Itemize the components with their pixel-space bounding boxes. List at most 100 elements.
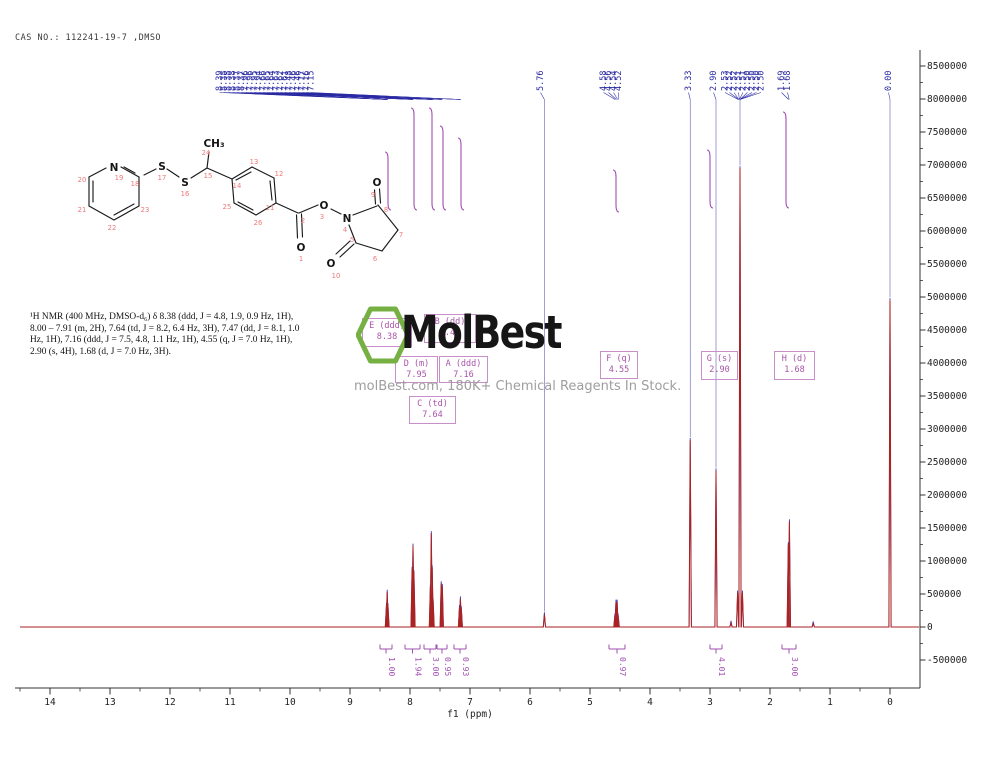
peak-label-connector bbox=[613, 92, 618, 100]
atom-number: 4 bbox=[343, 226, 347, 234]
y-tick-label: 3000000 bbox=[927, 424, 967, 435]
y-tick-label: 2000000 bbox=[927, 490, 967, 501]
nmr-text-line: 8.00 – 7.91 (m, 2H), 7.64 (td, J = 8.2, … bbox=[30, 323, 300, 334]
integral-value-label: 1.94 bbox=[414, 657, 423, 676]
integral-curve bbox=[439, 125, 447, 211]
atom-number: 18 bbox=[131, 180, 140, 188]
peak-ppm-label: 7.95 bbox=[250, 71, 260, 91]
peak-ppm-label: 2.51 bbox=[734, 71, 744, 91]
peak-ppm-label: 1.68 bbox=[783, 71, 793, 91]
integral-value-label: 1.00 bbox=[387, 657, 396, 676]
peak-ppm-label: 7.15 bbox=[306, 71, 316, 91]
atom-label: O bbox=[320, 200, 329, 212]
peak-label-connector bbox=[739, 92, 762, 100]
atom-number: 5 bbox=[350, 236, 354, 244]
atom-number: 14 bbox=[233, 182, 242, 190]
atom-label: S bbox=[181, 177, 189, 189]
atom-number: 7 bbox=[399, 231, 403, 239]
peak-label-connector bbox=[241, 92, 388, 100]
peak-label-connector bbox=[888, 92, 891, 100]
x-tick-label: 6 bbox=[527, 697, 533, 708]
y-tick-label: 7500000 bbox=[927, 127, 967, 138]
peak-label-connector bbox=[540, 92, 545, 100]
peak-ppm-label: 8.39 bbox=[215, 71, 225, 91]
peak-ppm-label: 2.51 bbox=[739, 71, 749, 91]
peak-ppm-label: 4.56 bbox=[604, 71, 614, 91]
peak-ppm-label: 7.62 bbox=[276, 71, 286, 91]
molecule-bonds bbox=[88, 151, 399, 258]
nmr-text-line: 2.90 (s, 4H), 1.68 (d, J = 7.0 Hz, 3H). bbox=[30, 346, 171, 357]
y-tick-label: 8000000 bbox=[927, 94, 967, 105]
nmr-text-line: ¹H NMR (400 MHz, DMSO-d₆) δ 8.38 (ddd, J… bbox=[30, 312, 294, 322]
peak-ppm-label: 2.52 bbox=[725, 71, 735, 91]
atom-number: 19 bbox=[115, 174, 124, 182]
y-tick-label: 6000000 bbox=[927, 226, 967, 237]
y-tick-label: 8500000 bbox=[927, 61, 967, 72]
atom-number: 26 bbox=[254, 219, 263, 227]
peak-label-connector bbox=[608, 92, 617, 100]
x-tick-label: 8 bbox=[407, 697, 413, 708]
atom-number: 10 bbox=[332, 272, 341, 280]
integral-value-label: 3.00 bbox=[790, 657, 799, 676]
integral-curve bbox=[410, 107, 418, 211]
y-tick-label: 0 bbox=[927, 622, 933, 633]
atom-label: O bbox=[297, 242, 306, 254]
atom-number: 20 bbox=[78, 176, 87, 184]
peak-label-connector bbox=[739, 92, 753, 100]
integral-curve bbox=[384, 151, 392, 211]
atom-number: 24 bbox=[202, 149, 211, 157]
peak-ppm-label: 8.37 bbox=[237, 71, 247, 91]
atom-number: 3 bbox=[320, 213, 324, 221]
cas-number-label: CAS NO.: 112241-19-7 ,DMSO bbox=[15, 33, 162, 43]
peak-label-connector bbox=[297, 92, 443, 100]
peak-ppm-label: 7.65 bbox=[263, 71, 273, 91]
peak-ppm-label: 8.37 bbox=[232, 71, 242, 91]
peak-ppm-label: 7.61 bbox=[280, 71, 290, 91]
molecule-atom-labels: N SSCH₃OONOO19202122231817162415141312112… bbox=[78, 138, 403, 280]
atom-number: 9 bbox=[371, 191, 375, 199]
peak-ppm-label: 7.17 bbox=[298, 71, 308, 91]
peak-label-connector bbox=[713, 92, 717, 100]
peak-ppm-label: 5.76 bbox=[536, 71, 546, 91]
y-tick-label: 1000000 bbox=[927, 556, 967, 567]
atom-number: 21 bbox=[78, 206, 87, 214]
peak-label-connector bbox=[739, 92, 748, 100]
x-tick-label: 12 bbox=[164, 697, 175, 708]
x-tick-label: 1 bbox=[827, 697, 833, 708]
peak-ppm-label: 0.00 bbox=[884, 71, 894, 91]
y-tick-label: 4500000 bbox=[927, 325, 967, 336]
peak-ppm-label: 2.50 bbox=[748, 71, 758, 91]
x-tick-label: 11 bbox=[224, 697, 236, 708]
peak-label-connector bbox=[603, 92, 616, 100]
peak-label-connector bbox=[733, 92, 740, 100]
x-tick-label: 10 bbox=[284, 697, 296, 708]
peak-ppm-label: 2.50 bbox=[743, 71, 753, 91]
x-tick-label: 14 bbox=[44, 697, 56, 708]
x-tick-label: 3 bbox=[707, 697, 713, 708]
atom-label: CH₃ bbox=[203, 138, 224, 150]
atom-number: 11 bbox=[266, 204, 275, 212]
y-tick-label: 4000000 bbox=[927, 358, 967, 369]
integral-curve bbox=[428, 107, 436, 211]
atom-label: N bbox=[343, 213, 352, 225]
atom-number: 25 bbox=[223, 203, 232, 211]
y-tick-label: 2500000 bbox=[927, 457, 967, 468]
y-tick-label: 3500000 bbox=[927, 391, 967, 402]
y-tick-label: -500000 bbox=[927, 655, 967, 666]
atom-number: 1 bbox=[299, 255, 303, 263]
y-tick-label: 7000000 bbox=[927, 160, 967, 171]
atom-number: 16 bbox=[181, 190, 190, 198]
peak-ppm-label: 7.63 bbox=[272, 71, 282, 91]
atom-number: 15 bbox=[204, 172, 213, 180]
peak-ppm-label: 7.96 bbox=[241, 71, 251, 91]
integral-curve bbox=[457, 137, 465, 211]
y-tick-label: 5500000 bbox=[927, 259, 967, 270]
peak-ppm-label: 8.38 bbox=[219, 71, 229, 91]
peak-label-connector bbox=[724, 92, 739, 100]
peak-ppm-label: 2.50 bbox=[752, 71, 762, 91]
atom-label: N bbox=[110, 162, 119, 174]
peak-label-connector bbox=[781, 92, 789, 100]
integral-curve bbox=[782, 111, 790, 209]
atom-label: O bbox=[373, 177, 382, 189]
